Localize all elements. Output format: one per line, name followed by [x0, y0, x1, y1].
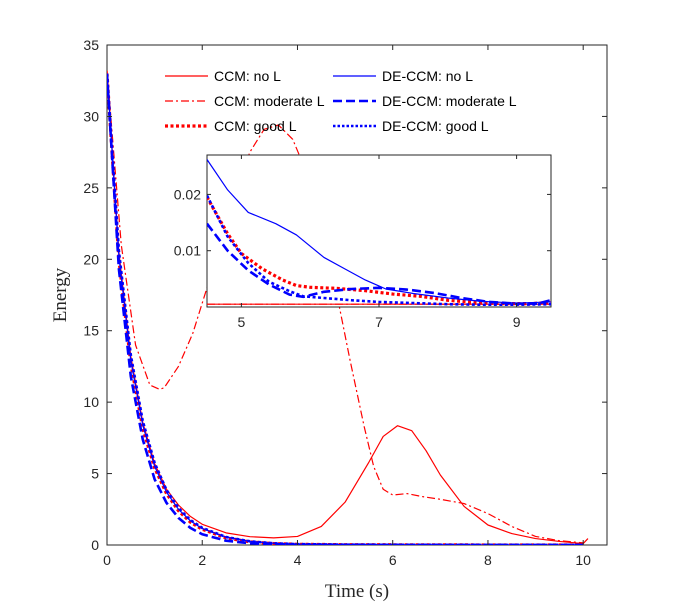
inset-y-tick-label: 0.02	[174, 186, 201, 202]
x-tick-label: 2	[198, 552, 206, 568]
x-axis-label: Time (s)	[325, 581, 389, 602]
legend-label-deccm-no-l: DE-CCM: no L	[382, 68, 473, 84]
legend-label-deccm-good-l: DE-CCM: good L	[382, 118, 489, 134]
x-tick-label: 4	[294, 552, 302, 568]
legend-label-deccm-moderate-l: DE-CCM: moderate L	[382, 93, 517, 109]
y-tick-label: 10	[83, 394, 99, 410]
y-tick-label: 30	[83, 108, 99, 124]
inset-ticks-group: 5 7 9 0.01 0.02	[174, 155, 551, 330]
inset-x-tick-label: 9	[513, 314, 521, 330]
y-tick-label: 35	[83, 37, 99, 53]
y-tick-label: 25	[83, 180, 99, 196]
x-tick-label: 0	[103, 552, 111, 568]
legend-label-ccm-no-l: CCM: no L	[214, 68, 281, 84]
y-tick-label: 20	[83, 251, 99, 267]
y-axis-label: Energy	[50, 267, 71, 322]
inset-x-tick-label: 7	[375, 314, 383, 330]
y-tick-label: 0	[91, 537, 99, 553]
series-line-5	[107, 73, 584, 545]
x-tick-label: 8	[484, 552, 492, 568]
inset-y-tick-label: 0.01	[174, 243, 201, 259]
x-tick-label: 6	[389, 552, 397, 568]
y-tick-label: 5	[91, 466, 99, 482]
main-ticks-group: 0 2 4 6 8 10 0 5 10 15 20 25 30 35	[83, 37, 607, 568]
x-tick-label: 10	[575, 552, 591, 568]
inset-series-line-5	[207, 194, 551, 307]
inset-series-line-4	[207, 222, 551, 305]
inset-x-tick-label: 5	[238, 314, 246, 330]
legend: CCM: no L CCM: moderate L CCM: good L DE…	[165, 68, 517, 134]
main-series-group	[107, 70, 589, 545]
legend-label-ccm-moderate-l: CCM: moderate L	[214, 93, 325, 109]
inset-plot-area	[206, 154, 552, 308]
y-tick-label: 15	[83, 323, 99, 339]
legend-label-ccm-good-l: CCM: good L	[214, 118, 297, 134]
inset-series-line-2	[207, 196, 551, 306]
